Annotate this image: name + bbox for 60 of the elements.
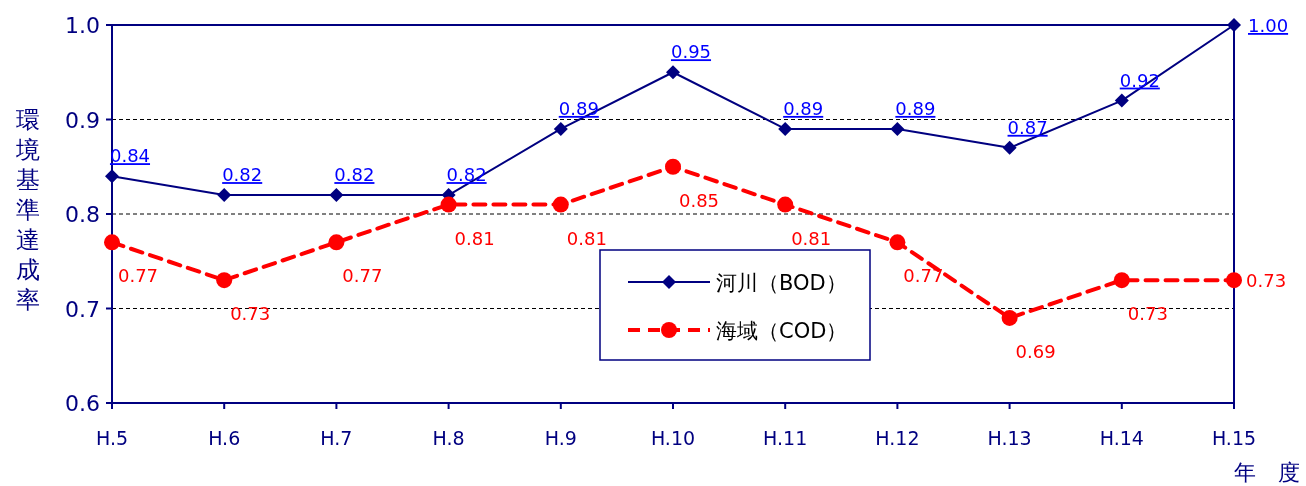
x-tick-label: H.10: [650, 427, 696, 449]
point: [217, 188, 232, 203]
y-tick-label: 0.9: [65, 107, 100, 133]
point: [1227, 18, 1241, 32]
point: [216, 272, 233, 289]
data-label: 0.81: [454, 227, 495, 249]
point: [553, 121, 568, 136]
data-label: 0.82: [222, 164, 263, 186]
data-label: 0.81: [566, 227, 607, 249]
x-axis-title: 年 度: [1234, 460, 1300, 485]
point: [777, 196, 794, 213]
point: [329, 188, 344, 203]
data-label: 0.85: [678, 189, 720, 211]
data-label: 0.89: [895, 97, 936, 119]
x-tick-label: H.15: [1211, 427, 1257, 449]
point: [552, 196, 569, 213]
x-tick-label: H.8: [432, 427, 465, 449]
point: [1002, 140, 1017, 155]
point: [1001, 309, 1018, 326]
data-label: 0.73: [230, 303, 271, 325]
x-tick-label: H.13: [987, 427, 1032, 449]
point: [105, 169, 119, 184]
point: [440, 196, 457, 213]
point: [889, 234, 906, 251]
y-tick-label: 0.7: [65, 296, 100, 322]
data-label: 0.77: [117, 265, 159, 287]
y-tick-label: 0.6: [65, 391, 100, 416]
x-tick-label: H.11: [763, 427, 808, 449]
data-label: 0.87: [1007, 116, 1048, 138]
x-tick-label: H.7: [320, 427, 353, 449]
x-tick-label: H.14: [1099, 427, 1144, 449]
x-tick-label: H.12: [875, 427, 920, 449]
point: [1226, 272, 1242, 289]
data-label: 0.73: [1127, 303, 1168, 325]
x-tick-label: H.9: [544, 427, 577, 449]
point: [1114, 93, 1129, 108]
data-label: 0.69: [1015, 340, 1056, 362]
point: [890, 121, 905, 136]
data-label: 0.82: [446, 164, 487, 186]
point: [665, 158, 681, 175]
data-label: 0.77: [342, 265, 383, 287]
point: [328, 234, 345, 251]
data-label: 1.00: [1248, 15, 1289, 36]
y-tick-label: 1.0: [65, 13, 100, 38]
point: [104, 234, 120, 251]
legend-label: 海域（COD）: [716, 319, 848, 343]
data-label: 0.81: [791, 227, 832, 249]
legend-label: 河川（BOD）: [716, 271, 847, 295]
y-tick-label: 0.8: [65, 202, 100, 227]
y-axis-title: 環境基準達成率: [15, 106, 40, 314]
data-label: 0.89: [783, 97, 824, 119]
x-tick-label: H.5: [95, 427, 129, 449]
data-label: 0.89: [558, 97, 599, 119]
point: [666, 65, 680, 80]
data-label: 0.73: [1246, 270, 1287, 292]
data-label: 0.95: [670, 41, 712, 63]
data-label: 0.82: [334, 164, 375, 186]
point: [1113, 272, 1130, 289]
x-tick-label: H.6: [208, 427, 241, 449]
point: [778, 121, 793, 136]
